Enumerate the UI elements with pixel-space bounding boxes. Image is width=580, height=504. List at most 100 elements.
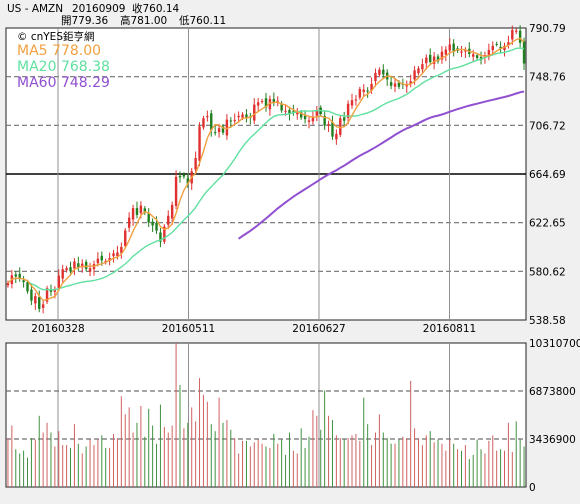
legend-ma5-value: 778.00 <box>52 43 101 59</box>
price-y-tick-label: 622.65 <box>529 218 566 230</box>
candle-body <box>57 275 60 288</box>
candle-body <box>163 226 166 242</box>
candle-body <box>303 115 307 120</box>
candle-body <box>131 208 135 220</box>
candle-body <box>366 90 369 92</box>
header-close: 收760.14 <box>132 2 180 15</box>
candle-body <box>311 116 315 122</box>
volume-bars <box>7 343 525 487</box>
candle-body <box>112 253 115 257</box>
candle-body <box>41 304 45 308</box>
candle-body <box>221 126 225 133</box>
candle-body <box>452 43 455 52</box>
candle-body <box>84 261 88 269</box>
price-y-tick-label: 580.62 <box>529 266 566 278</box>
volume-y-tick-label: 3436900 <box>529 434 576 446</box>
candle-body <box>217 128 221 133</box>
candle-body <box>362 89 365 92</box>
candle-body <box>100 255 104 261</box>
candle-body <box>77 263 80 268</box>
volume-y-tick-label: 6873800 <box>529 386 576 398</box>
candle-body <box>503 46 506 50</box>
candle-body <box>507 42 510 46</box>
candle-body <box>186 178 190 184</box>
candle-body <box>323 115 326 126</box>
candle-body <box>96 258 100 264</box>
volume-y-tick-label: 0 <box>529 482 536 494</box>
candle-body <box>397 82 401 87</box>
price-x-tick-label: 20160627 <box>292 323 345 335</box>
candle-body <box>393 83 397 87</box>
candle-body <box>522 40 526 64</box>
candle-body <box>241 114 244 118</box>
candle-body <box>276 100 279 102</box>
watermark: © cnYES鉅亨網 <box>17 30 94 43</box>
candle-body <box>174 176 178 206</box>
candle-body <box>245 114 248 119</box>
candle-body <box>487 50 491 57</box>
candle-body <box>53 289 57 292</box>
candle-body <box>253 104 256 121</box>
legend-ma60-name: MA60 <box>17 75 56 91</box>
candle-body <box>120 246 123 254</box>
candle-body <box>256 102 260 106</box>
candle-body <box>170 204 174 219</box>
candle-body <box>354 99 358 101</box>
price-y-axis: 790.79 748.76 706.72 664.69 622.65 580.62 538.… <box>529 23 566 327</box>
candle-body <box>370 83 373 91</box>
candle-body <box>389 82 393 86</box>
candle-body <box>229 120 233 122</box>
candle-body <box>127 217 131 228</box>
candle-body <box>139 205 143 214</box>
price-x-tick-label: 20160328 <box>31 323 84 335</box>
candle-body <box>34 296 37 304</box>
price-x-tick-label: 20160811 <box>423 323 476 335</box>
candle-body <box>233 119 236 121</box>
candle-body <box>155 222 158 231</box>
candle-body <box>350 100 354 106</box>
candle-body <box>69 267 72 272</box>
candle-body <box>260 101 264 103</box>
candle-body <box>331 122 334 137</box>
volume-y-tick-label: 10310700 <box>529 338 580 350</box>
candle-body <box>167 215 170 225</box>
candle-body <box>198 126 201 161</box>
ma20-line <box>27 47 525 291</box>
candle-body <box>151 221 154 226</box>
price-x-axis: 20160328 20160511 20160627 20160811 <box>31 323 476 335</box>
candle-body <box>272 98 276 103</box>
candle-body <box>264 98 268 108</box>
candle-body <box>284 110 287 112</box>
header-high: 高781.00 <box>120 14 167 27</box>
candle-body <box>464 50 467 52</box>
price-panel: 790.79 748.76 706.72 664.69 622.65 580.62 538.… <box>5 23 566 335</box>
candle-body <box>280 103 283 111</box>
candle-body <box>206 116 209 118</box>
legend: © cnYES鉅亨網 MA5 778.00 MA20 768.38 MA60 7… <box>17 30 110 91</box>
candle-body <box>30 289 33 301</box>
price-y-tick-label: 664.69 <box>529 169 566 181</box>
price-y-tick-label: 538.58 <box>529 315 566 327</box>
ma60-line <box>238 90 525 240</box>
legend-ma60: MA60 748.29 <box>17 75 110 91</box>
legend-ma60-value: 748.29 <box>61 75 110 91</box>
candle-body <box>296 112 299 115</box>
candle-body <box>346 103 350 118</box>
candle-body <box>73 261 76 269</box>
legend-ma20-value: 768.38 <box>61 59 110 75</box>
candle-body <box>22 280 25 283</box>
header-date: 20160909 <box>72 3 125 15</box>
candle-body <box>213 132 217 134</box>
candle-body <box>440 51 444 60</box>
candle-body <box>135 208 139 215</box>
candle-body <box>237 115 240 118</box>
candle-body <box>104 260 107 263</box>
candle-body <box>49 289 53 292</box>
price-x-tick-label: 20160511 <box>162 323 215 335</box>
candle-body <box>116 252 119 257</box>
candle-body <box>81 263 84 268</box>
candle-body <box>202 118 205 128</box>
candle-body <box>61 269 64 279</box>
candle-body <box>432 56 436 64</box>
